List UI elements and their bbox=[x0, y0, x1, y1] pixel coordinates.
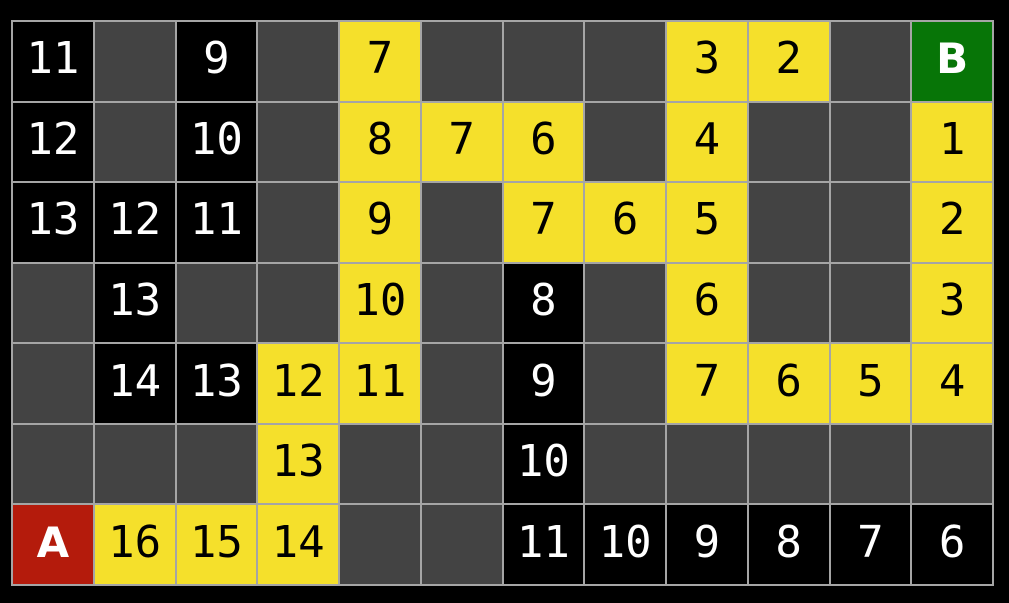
path-cell[interactable]: 3 bbox=[667, 22, 747, 101]
path-cell[interactable]: 6 bbox=[585, 183, 665, 262]
unexplored-cell[interactable] bbox=[748, 263, 829, 343]
visited-cell[interactable]: 6 bbox=[912, 505, 992, 584]
path-cell[interactable]: 7 bbox=[421, 102, 502, 182]
visited-cell[interactable]: 11 bbox=[503, 505, 584, 584]
visited-cell[interactable]: 12 bbox=[94, 183, 175, 262]
path-cell[interactable]: 2 bbox=[912, 183, 992, 262]
unexplored-cell[interactable] bbox=[748, 102, 829, 182]
visited-cell[interactable]: 12 bbox=[13, 102, 93, 182]
path-cell[interactable]: 7 bbox=[340, 22, 420, 101]
path-cell[interactable]: 4 bbox=[667, 102, 747, 182]
unexplored-cell[interactable] bbox=[176, 424, 257, 504]
unexplored-cell[interactable] bbox=[830, 183, 911, 262]
start-cell[interactable]: A bbox=[13, 505, 93, 584]
unexplored-cell[interactable] bbox=[585, 263, 665, 343]
unexplored-cell[interactable] bbox=[421, 183, 502, 262]
unexplored-cell[interactable] bbox=[94, 22, 175, 101]
unexplored-cell[interactable] bbox=[830, 424, 911, 504]
unexplored-cell[interactable] bbox=[585, 424, 665, 504]
unexplored-cell[interactable] bbox=[667, 424, 747, 504]
path-cell[interactable]: 9 bbox=[340, 183, 420, 262]
path-cell[interactable]: 10 bbox=[340, 263, 420, 343]
path-cell[interactable]: 6 bbox=[667, 263, 747, 343]
path-cell[interactable]: 8 bbox=[340, 102, 420, 182]
visited-cell[interactable]: 8 bbox=[748, 505, 829, 584]
path-cell[interactable]: 11 bbox=[340, 344, 420, 423]
path-cell[interactable]: 2 bbox=[748, 22, 829, 101]
unexplored-cell[interactable] bbox=[503, 22, 584, 101]
path-cell[interactable]: 6 bbox=[748, 344, 829, 423]
visited-cell[interactable]: 10 bbox=[585, 505, 665, 584]
path-cell[interactable]: 3 bbox=[912, 263, 992, 343]
visited-cell[interactable]: 10 bbox=[176, 102, 257, 182]
visited-cell[interactable]: 9 bbox=[503, 344, 584, 423]
path-cell[interactable]: 4 bbox=[912, 344, 992, 423]
unexplored-cell[interactable] bbox=[830, 263, 911, 343]
unexplored-cell[interactable] bbox=[748, 183, 829, 262]
path-cell[interactable]: 12 bbox=[258, 344, 338, 423]
unexplored-cell[interactable] bbox=[830, 22, 911, 101]
pathfinding-grid: 11 9 7 3 2 B 12 10 8 7 6 4 1 13 12 11 9 7 6 5 2 13 10 8 6 3 14 13 12… bbox=[11, 20, 994, 586]
unexplored-cell[interactable] bbox=[258, 263, 338, 343]
path-cell[interactable]: 6 bbox=[503, 102, 584, 182]
goal-cell[interactable]: B bbox=[912, 22, 992, 101]
path-cell[interactable]: 16 bbox=[94, 505, 175, 584]
path-cell[interactable]: 7 bbox=[667, 344, 747, 423]
path-cell[interactable]: 14 bbox=[258, 505, 338, 584]
unexplored-cell[interactable] bbox=[585, 102, 665, 182]
unexplored-cell[interactable] bbox=[340, 505, 420, 584]
path-cell[interactable]: 13 bbox=[258, 424, 338, 504]
unexplored-cell[interactable] bbox=[421, 22, 502, 101]
unexplored-cell[interactable] bbox=[94, 102, 175, 182]
path-cell[interactable]: 5 bbox=[667, 183, 747, 262]
unexplored-cell[interactable] bbox=[421, 344, 502, 423]
path-cell[interactable]: 15 bbox=[176, 505, 257, 584]
path-cell[interactable]: 7 bbox=[503, 183, 584, 262]
unexplored-cell[interactable] bbox=[340, 424, 420, 504]
visited-cell[interactable]: 11 bbox=[13, 22, 93, 101]
unexplored-cell[interactable] bbox=[13, 263, 93, 343]
unexplored-cell[interactable] bbox=[176, 263, 257, 343]
unexplored-cell[interactable] bbox=[258, 102, 338, 182]
unexplored-cell[interactable] bbox=[258, 22, 338, 101]
unexplored-cell[interactable] bbox=[421, 505, 502, 584]
visited-cell[interactable]: 10 bbox=[503, 424, 584, 504]
unexplored-cell[interactable] bbox=[585, 22, 665, 101]
unexplored-cell[interactable] bbox=[94, 424, 175, 504]
unexplored-cell[interactable] bbox=[585, 344, 665, 423]
visited-cell[interactable]: 9 bbox=[176, 22, 257, 101]
path-cell[interactable]: 1 bbox=[912, 102, 992, 182]
unexplored-cell[interactable] bbox=[13, 424, 93, 504]
unexplored-cell[interactable] bbox=[912, 424, 992, 504]
visited-cell[interactable]: 13 bbox=[176, 344, 257, 423]
unexplored-cell[interactable] bbox=[421, 263, 502, 343]
unexplored-cell[interactable] bbox=[13, 344, 93, 423]
visited-cell[interactable]: 13 bbox=[94, 263, 175, 343]
path-cell[interactable]: 5 bbox=[830, 344, 911, 423]
unexplored-cell[interactable] bbox=[258, 183, 338, 262]
visited-cell[interactable]: 8 bbox=[503, 263, 584, 343]
unexplored-cell[interactable] bbox=[748, 424, 829, 504]
visited-cell[interactable]: 9 bbox=[667, 505, 747, 584]
visited-cell[interactable]: 13 bbox=[13, 183, 93, 262]
visited-cell[interactable]: 14 bbox=[94, 344, 175, 423]
visited-cell[interactable]: 7 bbox=[830, 505, 911, 584]
visited-cell[interactable]: 11 bbox=[176, 183, 257, 262]
unexplored-cell[interactable] bbox=[830, 102, 911, 182]
unexplored-cell[interactable] bbox=[421, 424, 502, 504]
